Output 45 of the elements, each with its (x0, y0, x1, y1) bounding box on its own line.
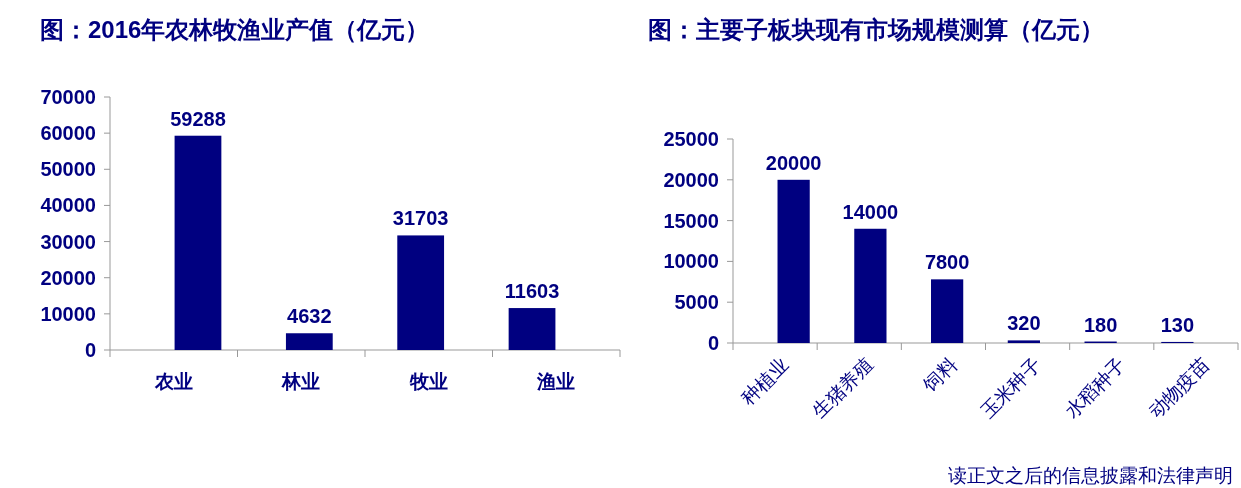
x-tick-label: 农业 (153, 370, 193, 392)
y-tick-label: 20000 (40, 266, 96, 289)
x-tick-label: 林业 (281, 370, 321, 392)
y-tick-label: 50000 (40, 158, 96, 181)
x-tick-label: 动物疫苗 (1144, 352, 1214, 423)
data-label: 180 (1083, 313, 1118, 336)
y-tick-label: 0 (84, 339, 96, 361)
data-label: 14000 (842, 200, 899, 223)
y-tick-label: 60000 (40, 122, 96, 145)
y-tick-label: 0 (707, 332, 719, 354)
x-tick-label: 玉米种子 (975, 352, 1046, 423)
y-tick-label: 10000 (663, 250, 719, 273)
y-tick-label: 15000 (663, 209, 719, 232)
y-tick-label: 70000 (40, 86, 96, 108)
data-label: 4632 (287, 305, 332, 328)
y-tick-label: 30000 (40, 230, 96, 253)
data-label: 7800 (924, 251, 970, 274)
bar (777, 179, 810, 343)
y-tick-label: 40000 (40, 194, 96, 217)
y-tick-label: 5000 (674, 291, 719, 314)
data-label: 20000 (765, 151, 822, 174)
chart-title: 图：主要子板块现有市场规模测算（亿元） (648, 16, 1104, 43)
data-label: 31703 (392, 207, 449, 230)
bar (931, 279, 964, 343)
y-tick-label: 10000 (40, 302, 96, 325)
x-tick-label: 生猪养殖 (807, 352, 877, 423)
bar (854, 228, 887, 343)
bar (285, 333, 333, 350)
bar (174, 135, 222, 350)
bar (508, 308, 556, 350)
x-tick-label: 牧业 (408, 370, 448, 392)
bar (1007, 340, 1040, 343)
x-tick-label: 渔业 (536, 370, 576, 392)
bar (397, 235, 445, 350)
data-label: 130 (1160, 313, 1195, 336)
y-tick-label: 25000 (663, 128, 719, 150)
text: 读正文之后的信息披露和法律声明 (948, 464, 1233, 486)
data-label: 59288 (170, 107, 226, 130)
x-tick-label: 饲料 (917, 352, 961, 397)
data-label: 320 (1007, 312, 1041, 335)
x-tick-label: 水稻种子 (1059, 352, 1130, 423)
x-tick-label: 种植业 (736, 352, 793, 409)
y-tick-label: 20000 (663, 168, 719, 191)
data-label: 11603 (504, 280, 560, 303)
chart-title: 图：2016年农林牧渔业产值（亿元） (40, 16, 430, 43)
